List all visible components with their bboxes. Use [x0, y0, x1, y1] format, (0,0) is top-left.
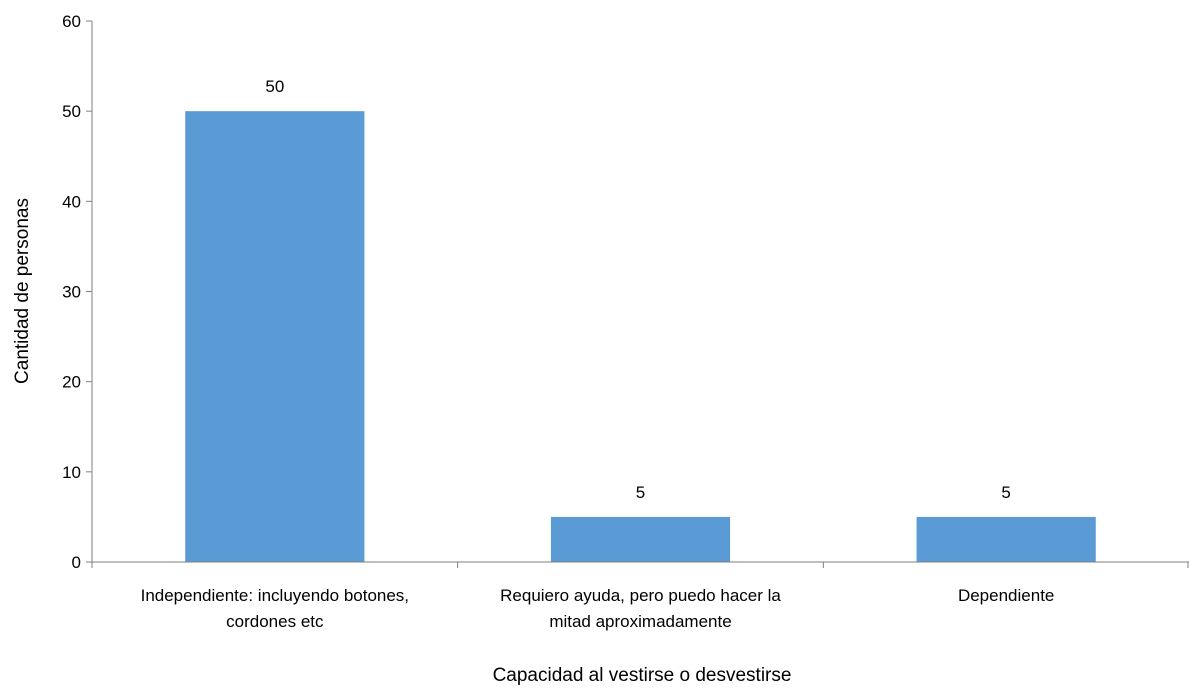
- y-tick-label: 10: [62, 463, 81, 482]
- x-tick-label: Independiente: incluyendo botones, cordon…: [141, 586, 409, 631]
- y-tick-label: 0: [72, 553, 81, 572]
- y-tick-label: 20: [62, 373, 81, 392]
- bars: [185, 111, 1096, 563]
- x-tick-label: Requiero ayuda, pero puedo hacer la mitad…: [500, 586, 781, 631]
- y-tick-label: 50: [62, 102, 81, 121]
- data-label: 5: [1001, 483, 1010, 502]
- x-tick-label: Dependiente: [958, 586, 1054, 605]
- data-label: 5: [636, 483, 645, 502]
- x-axis-title: Capacidad al vestirse o desvestirse: [493, 665, 792, 686]
- y-axis-title: Cantidad de personas: [12, 198, 33, 384]
- bar: [550, 516, 731, 562]
- bar: [185, 111, 365, 563]
- y-tick-label: 60: [62, 12, 81, 31]
- y-tick-label: 30: [62, 283, 81, 302]
- data-label: 50: [265, 77, 284, 96]
- data-labels: 50 5 5: [265, 77, 1011, 502]
- bar: [916, 516, 1096, 562]
- x-axis: Independiente: incluyendo botones, cordon…: [91, 561, 1189, 631]
- y-axis: 0 10 20 30 40 50 60: [62, 12, 93, 572]
- y-tick-label: 40: [62, 192, 81, 211]
